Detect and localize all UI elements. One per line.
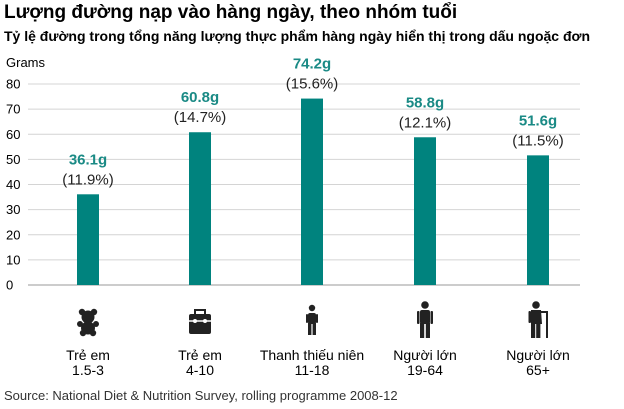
y-tick-label: 80 [6,77,20,92]
category-label: Người lớn [506,347,570,363]
category-sublabel: 4-10 [186,362,214,378]
bar-percent-label: (11.9%) [62,171,113,188]
category-sublabel: 19-64 [407,362,443,378]
category-sublabel: 11-18 [295,362,330,378]
bar-percent-label: (11.5%) [512,132,563,149]
bar [77,194,99,285]
lunchbox-icon [189,309,211,334]
bar-value-label: 60.8g [181,89,219,106]
category-label: Thanh thiếu niên [260,347,364,363]
bar-percent-label: (14.7%) [174,109,227,126]
y-tick-label: 60 [6,127,20,142]
y-tick-label: 70 [6,102,20,117]
bar-percent-label: (12.1%) [399,114,452,131]
bar-percent-label: (15.6%) [286,76,339,93]
y-tick-label: 20 [6,227,20,242]
category-sublabel: 1.5-3 [72,362,104,378]
teddy-bear-icon [77,308,99,337]
chart-subtitle: Tỷ lệ đường trong tổng năng lượng thực p… [4,28,591,44]
source-note: Source: National Diet & Nutrition Survey… [4,388,398,403]
category-label: Trẻ em [66,347,110,363]
category-label: Người lớn [393,347,457,363]
bar-chart: Grams 0 10 20 30 40 50 60 70 80 36.1g (11.9%) 60.8g (… [6,55,580,378]
bar-value-label: 58.8g [406,94,444,111]
category-sublabel: 65+ [526,362,550,378]
bar [527,155,549,285]
bar-value-label: 51.6g [519,112,557,129]
bar-value-label: 36.1g [69,151,107,168]
bar [189,132,211,285]
elderly-cane-icon [528,301,548,338]
bar-value-label: 74.2g [293,56,331,73]
chart-title: Lượng đường nạp vào hàng ngày, theo nhóm… [4,2,458,23]
y-tick-label: 30 [6,202,20,217]
y-tick-label: 40 [6,177,20,192]
y-axis-title: Grams [6,55,46,70]
category-label: Trẻ em [178,347,222,363]
y-tick-label: 0 [6,278,13,293]
adult-icon [417,301,433,338]
y-tick-label: 10 [6,252,20,267]
bar [414,137,436,285]
teenager-icon [306,304,318,335]
y-tick-label: 50 [6,152,20,167]
bar [301,98,323,285]
